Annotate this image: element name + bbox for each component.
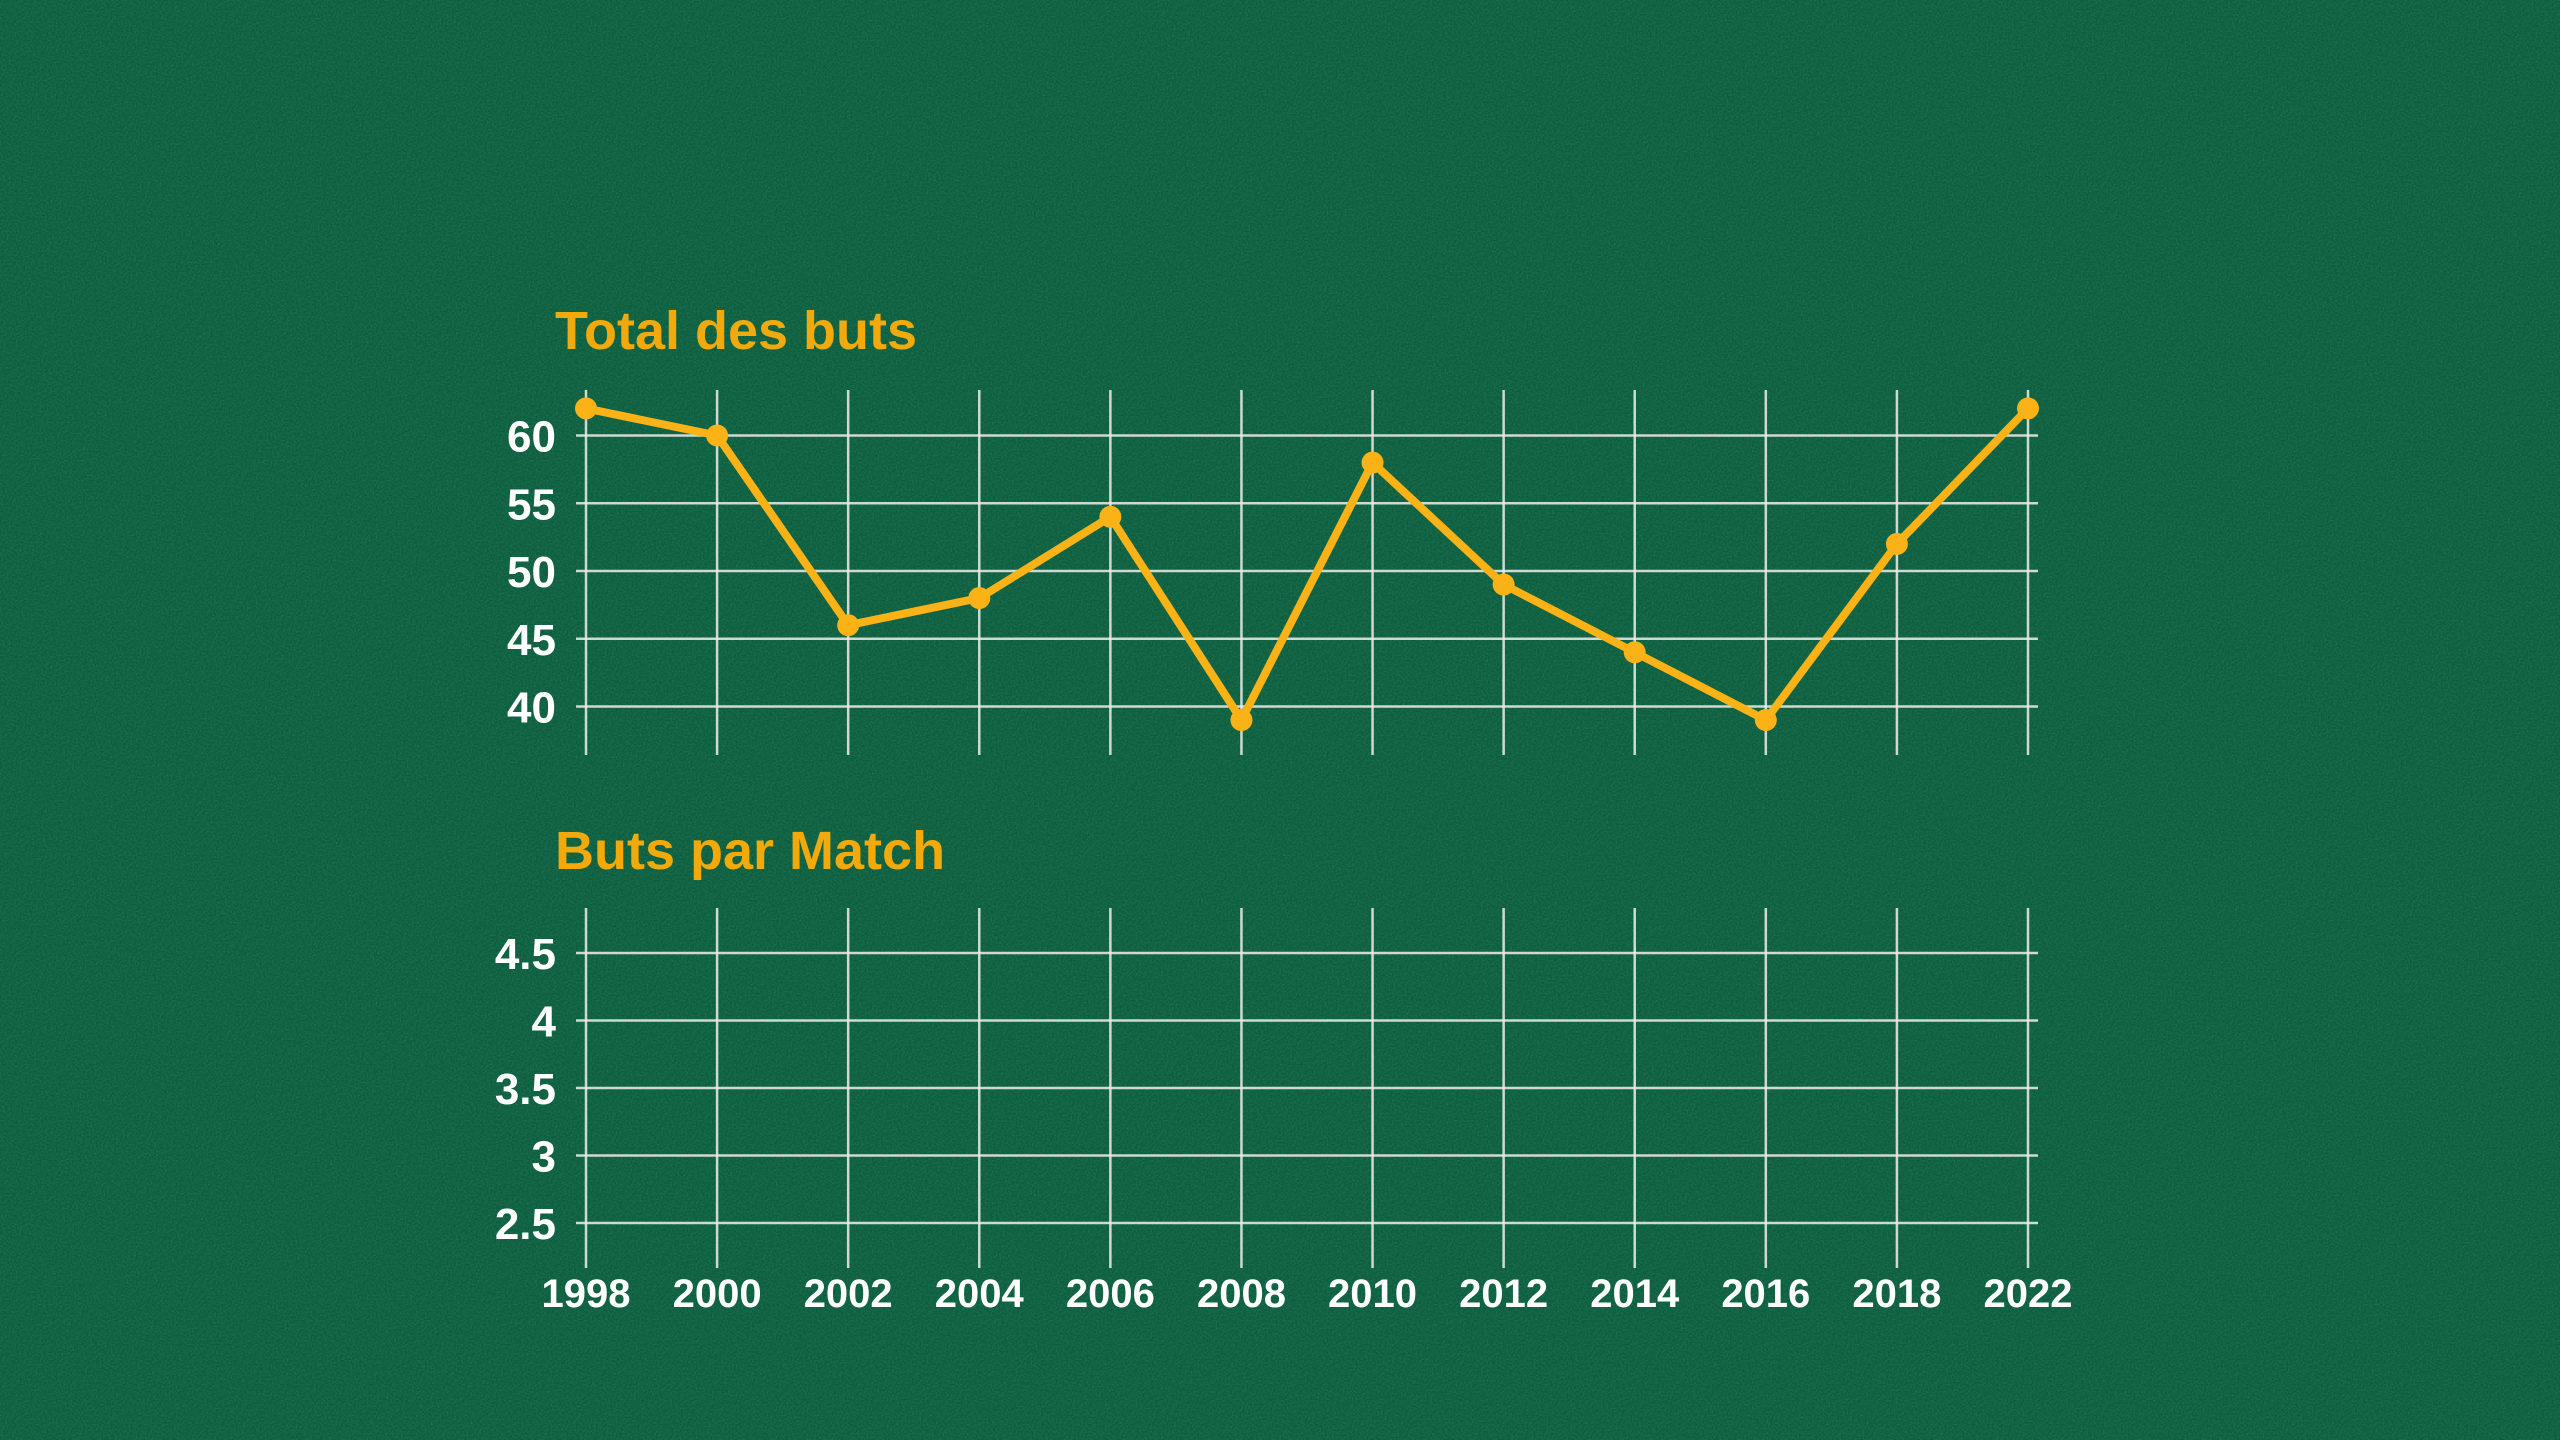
data-point — [2017, 397, 2039, 420]
total-goals-line-chart: 60 55 50 45 40 — [507, 390, 2039, 755]
x-axis-year-label: 2012 — [1459, 1272, 1548, 1316]
x-axis-year-label: 2006 — [1066, 1272, 1155, 1316]
y-axis-tick-label: 40 — [507, 684, 556, 733]
x-axis-year-label: 2004 — [935, 1272, 1025, 1316]
data-point — [575, 397, 597, 420]
data-point — [1099, 505, 1122, 528]
goals-per-match-empty-chart: 4.5 4 3.5 3 2.5 1998 2000 2002 2004 2006 2008 2010 2… — [495, 908, 2073, 1316]
chart-title-goals-per-match: Buts par Match — [555, 821, 946, 881]
data-point — [837, 614, 860, 637]
y-axis-tick-label: 4 — [532, 998, 557, 1047]
y-axis-tick-label: 55 — [507, 480, 556, 529]
y-axis-tick-label: 3 — [532, 1133, 556, 1182]
data-point — [706, 424, 729, 447]
x-axis-year-label: 1998 — [542, 1272, 631, 1316]
chart-title-total-goals: Total des buts — [555, 301, 918, 361]
x-axis-year-label: 2016 — [1721, 1272, 1810, 1316]
goals-series-line — [582, 404, 2032, 725]
x-axis-year-label: 2010 — [1328, 1272, 1417, 1316]
y-axis-tick-label: 60 — [507, 413, 556, 462]
x-axis-year-label: 2022 — [1984, 1272, 2073, 1316]
y-axis-tick-label: 2.5 — [495, 1200, 556, 1249]
data-point — [1361, 451, 1384, 474]
y-axis-tick-label: 4.5 — [495, 930, 556, 979]
x-axis-year-label: 2002 — [804, 1272, 893, 1316]
x-axis-year-label: 2014 — [1590, 1272, 1680, 1316]
x-axis-year-label: 2008 — [1197, 1272, 1286, 1316]
y-axis-tick-label: 3.5 — [495, 1065, 556, 1114]
data-point — [968, 587, 991, 610]
data-point — [1492, 573, 1515, 596]
x-axis-year-label: 2000 — [673, 1272, 762, 1316]
data-point — [1230, 709, 1253, 732]
data-point — [1754, 709, 1777, 732]
x-axis-year-label: 2018 — [1852, 1272, 1941, 1316]
y-axis-tick-label: 45 — [507, 616, 556, 665]
data-point — [1623, 641, 1646, 664]
y-axis-tick-label: 50 — [507, 548, 556, 597]
data-point — [1885, 532, 1908, 555]
